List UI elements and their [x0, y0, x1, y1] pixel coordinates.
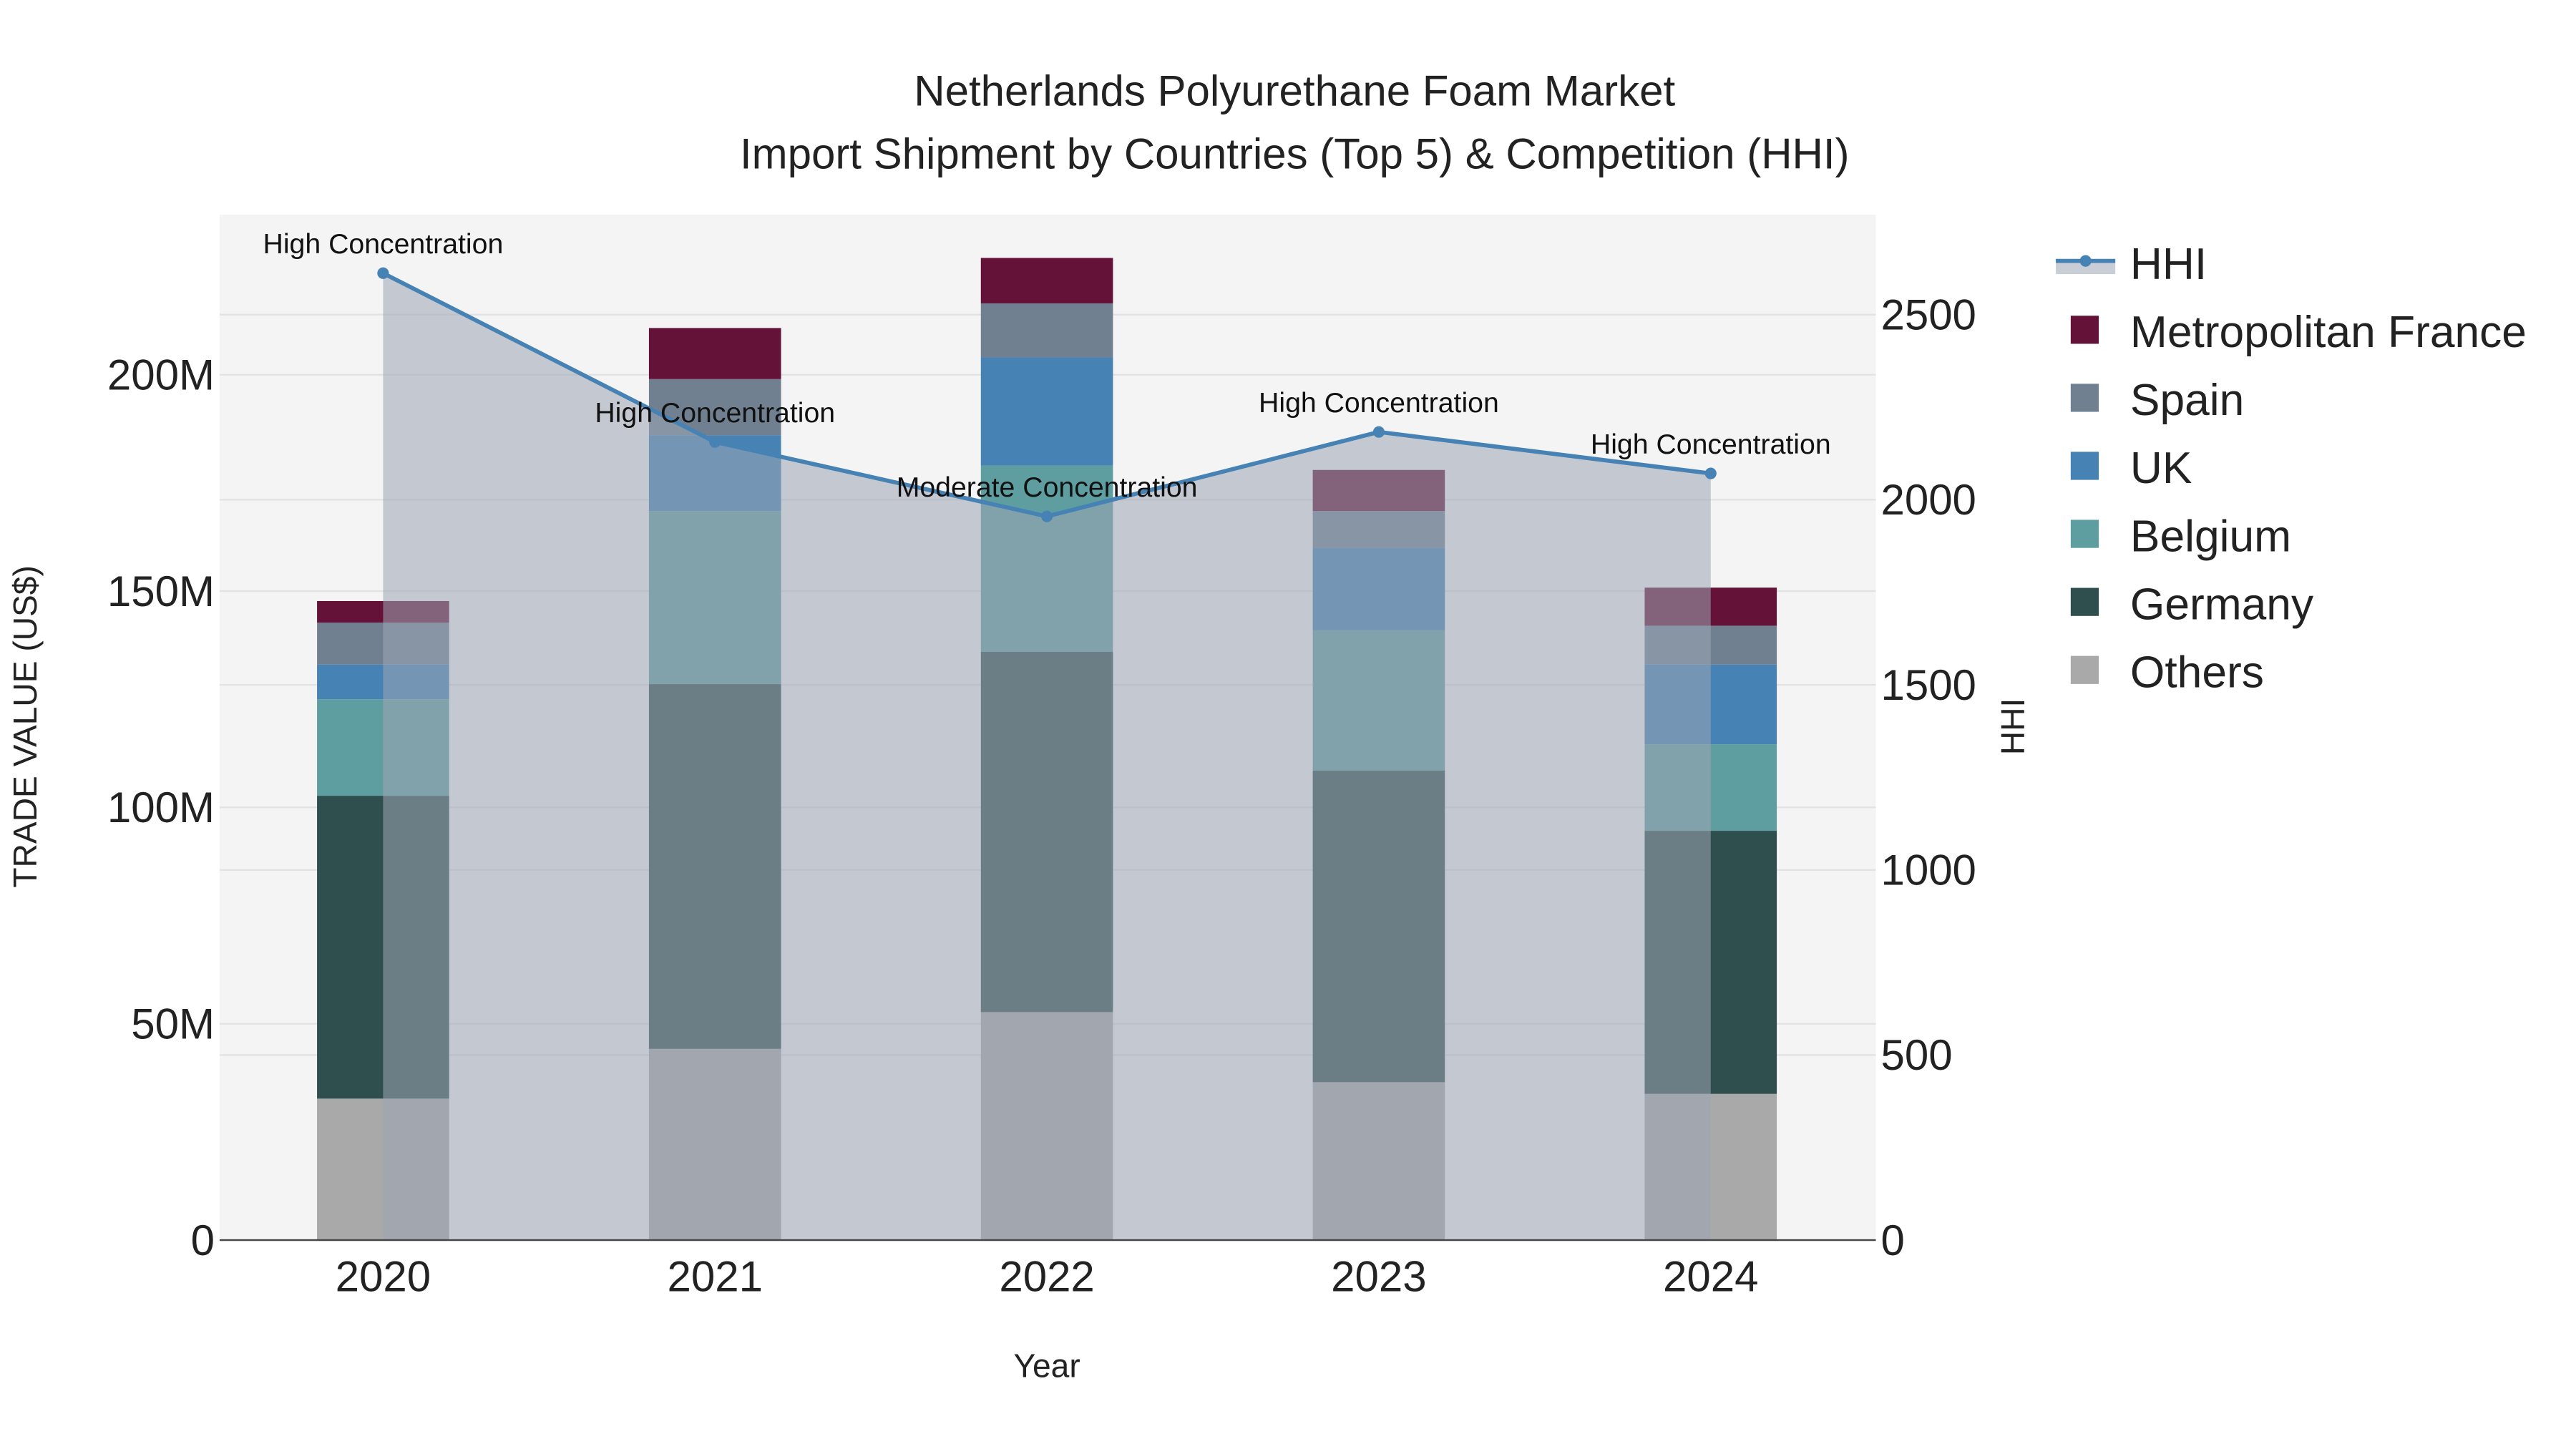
legend-swatch	[2070, 452, 2099, 480]
x-tick-label: 2024	[1663, 1253, 1758, 1301]
legend-swatch	[2070, 316, 2099, 344]
legend-hhi-marker-icon	[2079, 255, 2092, 267]
y-tick-label: 200M	[107, 351, 215, 399]
y2-axis-title: HHI	[1994, 698, 2031, 755]
legend-swatch	[2070, 655, 2099, 684]
x-tick-label: 2021	[667, 1253, 762, 1301]
hhi-annotation: High Concentration	[1591, 429, 1831, 460]
legend-item-germany[interactable]: Germany	[2130, 580, 2314, 629]
legend-item-hhi[interactable]: HHI	[2130, 240, 2207, 289]
chart-title: Netherlands Polyurethane Foam Market	[914, 67, 1675, 115]
hhi-annotation: High Concentration	[1259, 387, 1499, 419]
legend-hhi-swatch	[2056, 260, 2116, 275]
hhi-point-2024[interactable]	[1704, 467, 1717, 479]
y2-tick-label: 1000	[1880, 846, 1976, 894]
hhi-point-2023[interactable]	[1372, 426, 1385, 438]
y2-tick-label: 0	[1880, 1216, 1904, 1264]
x-axis-title: Year	[1013, 1347, 1080, 1385]
legend-item-others[interactable]: Others	[2130, 648, 2264, 697]
legend: HHI Metropolitan France Spain UK Belgium Germ…	[2056, 240, 2527, 697]
legend-swatch	[2070, 384, 2099, 412]
y2-tick-label: 2000	[1880, 476, 1976, 524]
bar-metropolitan-france-2022[interactable]	[980, 258, 1113, 303]
bar-spain-2022[interactable]	[980, 303, 1113, 358]
chart-subtitle: Import Shipment by Countries (Top 5) & C…	[740, 130, 1850, 177]
hhi-area-fill	[383, 273, 1711, 1241]
y-axis-title: TRADE VALUE (US$)	[6, 565, 44, 887]
bar-metropolitan-france-2021[interactable]	[648, 328, 781, 379]
x-tick-label: 2020	[336, 1253, 431, 1301]
legend-item-belgium[interactable]: Belgium	[2130, 512, 2291, 561]
y2-tick-label: 500	[1880, 1031, 1952, 1079]
hhi-annotation: Moderate Concentration	[897, 472, 1198, 503]
x-tick-label: 2023	[1331, 1253, 1426, 1301]
hhi-area	[383, 273, 1711, 1241]
y2-tick-label: 2500	[1880, 291, 1976, 338]
legend-item-uk[interactable]: UK	[2130, 444, 2192, 493]
hhi-line: High Concentration High Concentration Mode…	[263, 228, 1831, 522]
legend-swatch	[2070, 587, 2099, 616]
legend-item-spain[interactable]: Spain	[2130, 376, 2244, 425]
legend-item-metropolitan-france[interactable]: Metropolitan France	[2130, 308, 2527, 357]
bar-uk-2022[interactable]	[980, 357, 1113, 466]
hhi-annotation: High Concentration	[263, 228, 504, 260]
y-tick-label: 150M	[107, 567, 215, 615]
y2-tick-label: 1500	[1880, 661, 1976, 709]
hhi-point-2020[interactable]	[377, 267, 389, 279]
hhi-point-2021[interactable]	[709, 436, 721, 448]
legend-swatch	[2070, 519, 2099, 548]
y-tick-label: 100M	[107, 784, 215, 831]
axes: 0 50M 100M 150M 200M 0 500 1000 1500 2000 2500 2020…	[107, 291, 1976, 1300]
y-tick-label: 0	[191, 1216, 215, 1264]
y-tick-label: 50M	[131, 1000, 215, 1048]
x-tick-label: 2022	[999, 1253, 1094, 1301]
hhi-annotation: High Concentration	[595, 397, 835, 429]
hhi-point-2022[interactable]	[1041, 510, 1053, 522]
